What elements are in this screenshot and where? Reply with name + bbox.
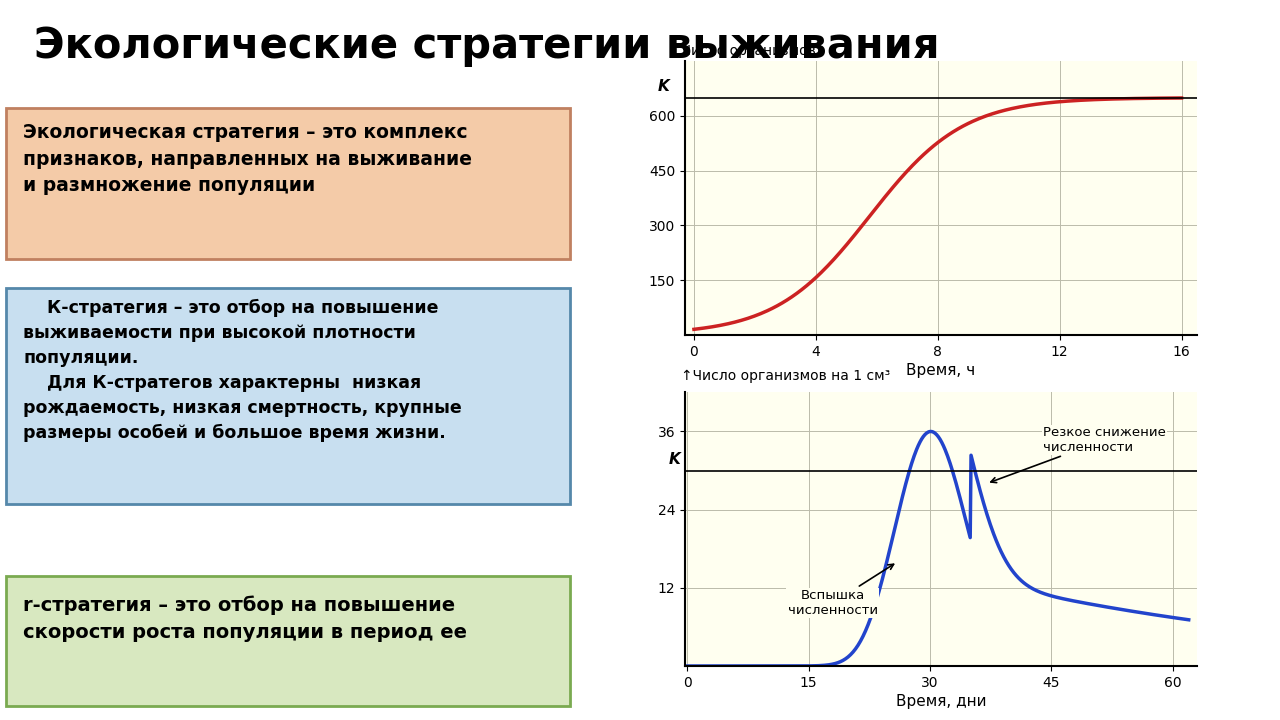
Text: Резкое снижение
численности: Резкое снижение численности xyxy=(991,426,1166,482)
Text: K: K xyxy=(658,79,669,94)
Text: Вспышка
численности: Вспышка численности xyxy=(787,564,893,617)
Text: Экологическая стратегия – это комплекс
признаков, направленных на выживание
и ра: Экологическая стратегия – это комплекс п… xyxy=(23,123,472,195)
FancyBboxPatch shape xyxy=(6,108,570,259)
Text: ↑Число организмов: ↑Число организмов xyxy=(669,43,815,58)
X-axis label: Время, дни: Время, дни xyxy=(896,694,986,709)
Text: K: K xyxy=(669,452,681,467)
Text: К-стратегия – это отбор на повышение
выживаемости при высокой плотности
популяци: К-стратегия – это отбор на повышение выж… xyxy=(23,299,462,442)
X-axis label: Время, ч: Время, ч xyxy=(906,363,975,378)
Text: Экологические стратегии выживания: Экологические стратегии выживания xyxy=(33,25,940,67)
Text: ↑Число организмов на 1 см³: ↑Число организмов на 1 см³ xyxy=(681,369,890,382)
FancyBboxPatch shape xyxy=(6,288,570,504)
Text: r-стратегия – это отбор на повышение
скорости роста популяции в период ее: r-стратегия – это отбор на повышение ско… xyxy=(23,595,467,642)
FancyBboxPatch shape xyxy=(6,576,570,706)
